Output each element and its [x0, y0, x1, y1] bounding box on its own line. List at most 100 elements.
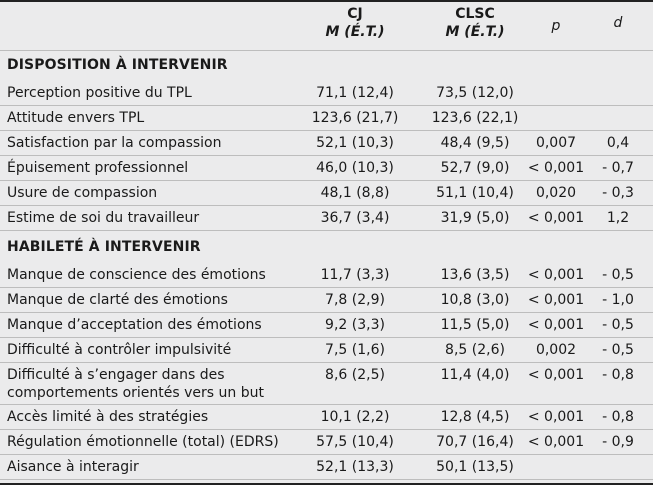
table-row: Épuisement professionnel 46,0 (10,3) 52,7 …	[0, 156, 653, 181]
cell-clsc: 12,8 (4,5)	[440, 409, 510, 425]
row-separator	[0, 287, 653, 288]
row-label: Difficulté à s’engager dans des comportem…	[7, 366, 264, 402]
table-row: Régulation émotionnelle (total) (EDRS) 57…	[0, 430, 653, 455]
cell-p: 0,002	[535, 342, 577, 358]
cell-d: - 1,0	[602, 292, 634, 308]
table-row: Accès limité à des stratégies 10,1 (2,2) 1…	[0, 405, 653, 430]
table-top-rule	[0, 0, 653, 2]
row-label-line: Perception positive du TPL	[7, 85, 192, 101]
cell-cj: 52,1 (13,3)	[316, 459, 394, 475]
table-row: Perception positive du TPL 71,1 (12,4) 73,…	[0, 81, 653, 106]
row-label-line: Difficulté à contrôler impulsivité	[7, 342, 232, 358]
column-header-d: d	[613, 15, 623, 31]
cell-clsc: 51,1 (10,4)	[436, 185, 514, 201]
row-separator	[0, 205, 653, 206]
row-separator	[0, 337, 653, 338]
cell-d: - 0,5	[602, 267, 634, 283]
row-label: Manque de clarté des émotions	[7, 291, 228, 309]
cell-p: < 0,001	[527, 292, 585, 308]
table-row: Manque d’acceptation des émotions 9,2 (3,…	[0, 313, 653, 338]
row-label-line: Satisfaction par la compassion	[7, 135, 222, 151]
row-label-line-2: comportements orientés vers un but	[7, 385, 264, 401]
cell-cj: 11,7 (3,3)	[320, 267, 390, 283]
cell-clsc: 48,4 (9,5)	[440, 135, 510, 151]
column-header-clsc: CLSC M (É.T.)	[425, 5, 525, 41]
cell-cj: 36,7 (3,4)	[320, 210, 390, 226]
row-separator	[0, 155, 653, 156]
column-header-cj-subtitle: M (É.T.)	[325, 24, 385, 40]
section-title: DISPOSITION À INTERVENIR	[7, 57, 228, 73]
cell-d: - 0,9	[602, 434, 634, 450]
row-label-line: Estime de soi du travailleur	[7, 210, 200, 226]
row-separator	[0, 454, 653, 455]
cell-clsc: 13,6 (3,5)	[440, 267, 510, 283]
cell-clsc: 52,7 (9,0)	[440, 160, 510, 176]
cell-clsc: 73,5 (12,0)	[436, 85, 514, 101]
table-row: Usure de compassion 48,1 (8,8) 51,1 (10,4)…	[0, 181, 653, 206]
row-label-line: Accès limité à des stratégies	[7, 409, 209, 425]
row-label: Accès limité à des stratégies	[7, 408, 208, 426]
row-label: Épuisement professionnel	[7, 159, 188, 177]
cell-clsc: 10,8 (3,0)	[440, 292, 510, 308]
table-row: Manque de conscience des émotions 11,7 (3…	[0, 263, 653, 288]
cell-p: < 0,001	[527, 434, 585, 450]
row-label: Satisfaction par la compassion	[7, 134, 221, 152]
cell-p: < 0,001	[527, 267, 585, 283]
row-label-line: Régulation émotionnelle (total) (EDRS)	[7, 434, 279, 450]
cell-d: 0,4	[606, 135, 630, 151]
cell-p: < 0,001	[527, 317, 585, 333]
header-separator	[0, 50, 653, 51]
cell-cj: 46,0 (10,3)	[316, 160, 394, 176]
cell-cj: 48,1 (8,8)	[320, 185, 390, 201]
cell-d: - 0,3	[602, 185, 634, 201]
table-row: Difficulté à s’engager dans des comportem…	[0, 363, 653, 405]
row-label: Manque d’acceptation des émotions	[7, 316, 262, 334]
cell-clsc: 11,4 (4,0)	[440, 367, 510, 383]
row-separator	[0, 130, 653, 131]
cell-cj: 9,2 (3,3)	[325, 317, 385, 333]
cell-p: < 0,001	[527, 409, 585, 425]
row-label-line: Aisance à interagir	[7, 459, 139, 475]
cell-p: < 0,001	[527, 367, 585, 383]
row-label: Usure de compassion	[7, 184, 157, 202]
row-label-line: Difficulté à s’engager dans des	[7, 367, 225, 383]
column-header-cj: CJ M (É.T.)	[305, 5, 405, 41]
cell-p: 0,007	[535, 135, 577, 151]
table-row: Satisfaction par la compassion 52,1 (10,3…	[0, 131, 653, 156]
row-label: Difficulté à contrôler impulsivité	[7, 341, 231, 359]
cell-p: < 0,001	[527, 210, 585, 226]
row-label: Régulation émotionnelle (total) (EDRS)	[7, 433, 279, 451]
cell-d: 1,2	[606, 210, 630, 226]
row-label-line: Épuisement professionnel	[7, 160, 189, 176]
cell-d: - 0,7	[602, 160, 634, 176]
table-bottom-rule	[0, 483, 653, 485]
row-label-line: Manque de clarté des émotions	[7, 292, 228, 308]
row-separator	[0, 479, 653, 480]
row-label-line: Manque de conscience des émotions	[7, 267, 266, 283]
cell-cj: 8,6 (2,5)	[325, 367, 385, 383]
row-separator	[0, 429, 653, 430]
cell-d: - 0,8	[602, 409, 634, 425]
cell-clsc: 50,1 (13,5)	[436, 459, 514, 475]
row-separator	[0, 312, 653, 313]
cell-cj: 57,5 (10,4)	[316, 434, 394, 450]
table-row: Aisance à interagir 52,1 (13,3) 50,1 (13,5…	[0, 455, 653, 480]
table-row: Estime de soi du travailleur 36,7 (3,4) 31…	[0, 206, 653, 231]
table-row: Manque de clarté des émotions 7,8 (2,9) 10…	[0, 288, 653, 313]
cell-d: - 0,5	[602, 317, 634, 333]
row-label-line: Attitude envers TPL	[7, 110, 145, 126]
cell-cj: 52,1 (10,3)	[316, 135, 394, 151]
row-label-line: Manque d’acceptation des émotions	[7, 317, 262, 333]
cell-clsc: 31,9 (5,0)	[440, 210, 510, 226]
row-separator	[0, 404, 653, 405]
row-separator	[0, 105, 653, 106]
cell-clsc: 70,7 (16,4)	[436, 434, 514, 450]
cell-cj: 7,5 (1,6)	[325, 342, 385, 358]
cell-p: < 0,001	[527, 160, 585, 176]
cell-clsc: 11,5 (5,0)	[440, 317, 510, 333]
row-separator	[0, 362, 653, 363]
row-label: Perception positive du TPL	[7, 84, 192, 102]
column-header-clsc-title: CLSC	[455, 6, 495, 22]
column-header-clsc-subtitle: M (É.T.)	[445, 24, 505, 40]
cell-p: 0,020	[535, 185, 577, 201]
